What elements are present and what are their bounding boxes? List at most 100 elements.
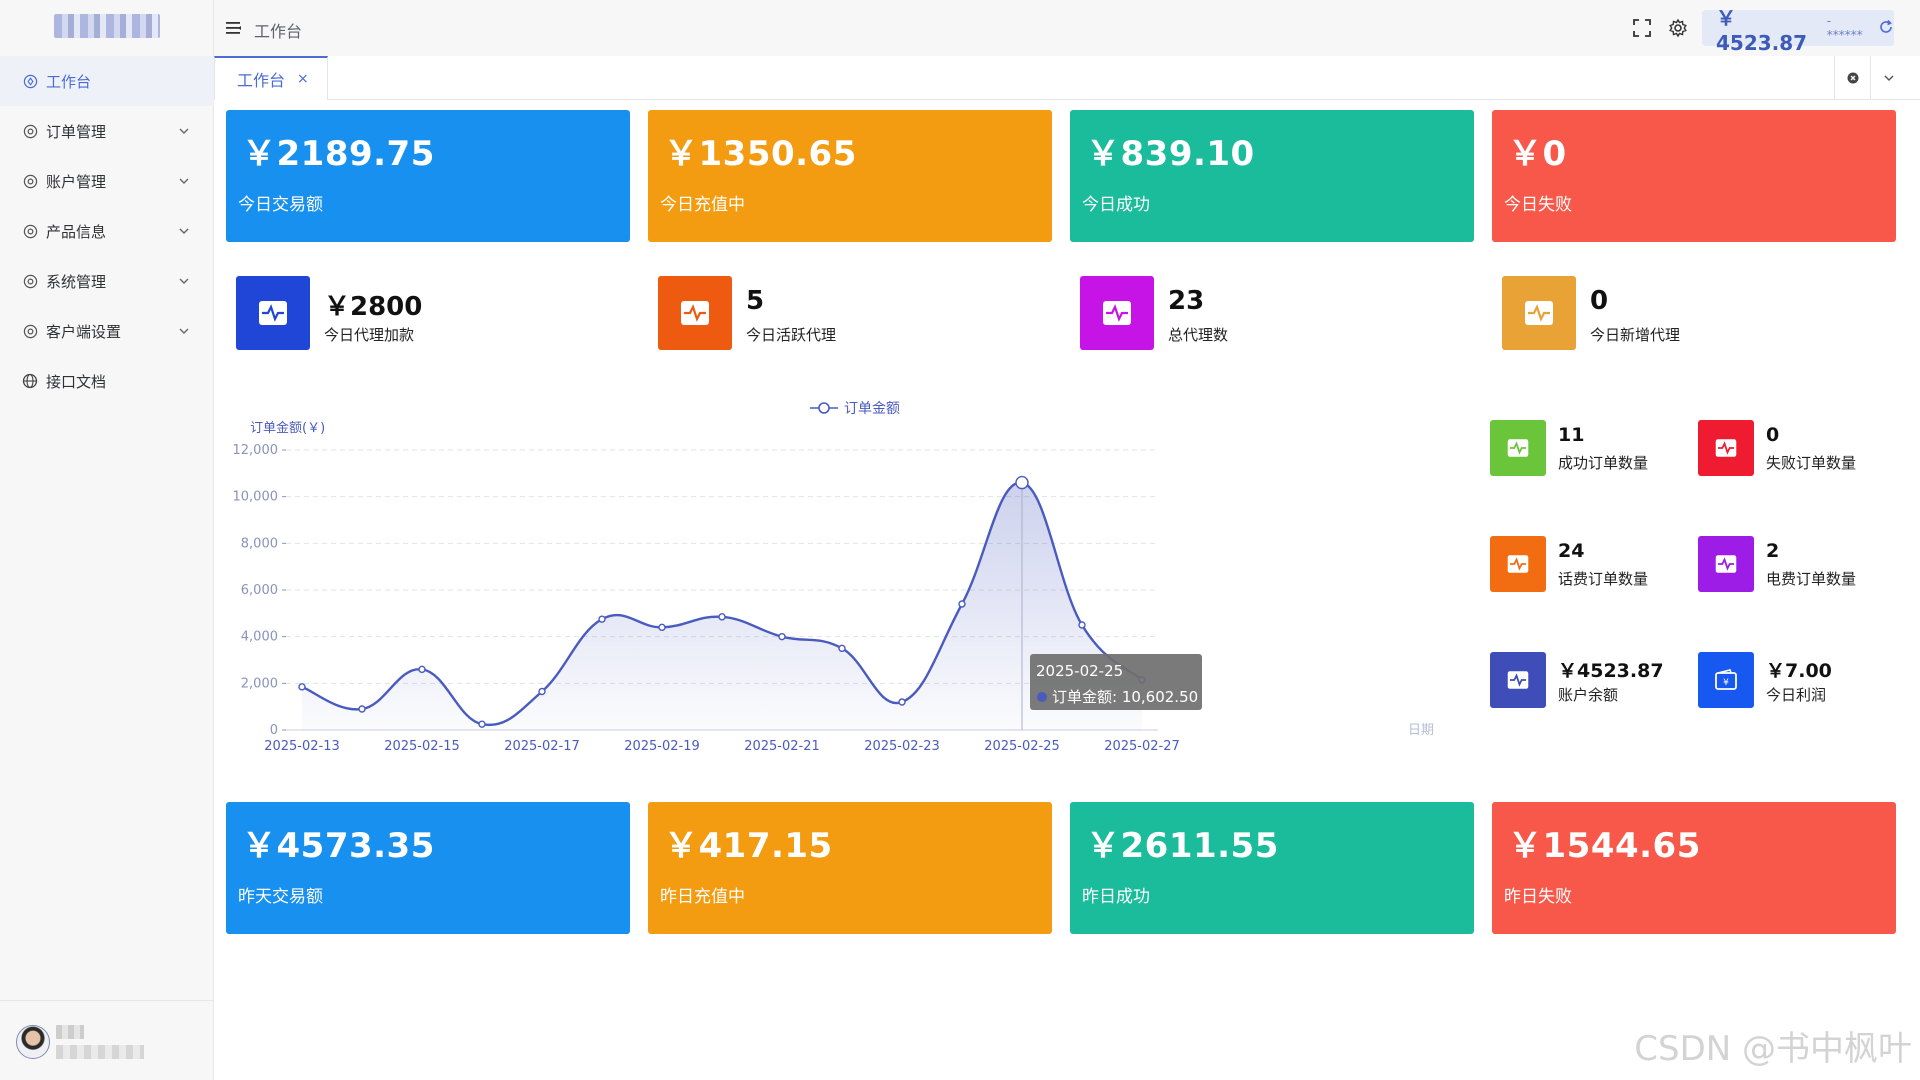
stat-value: 24 <box>1558 540 1585 562</box>
sidebar-item-client-settings[interactable]: 客户端设置 <box>0 306 214 356</box>
y-tick-label: 6,000 <box>241 583 278 598</box>
sidebar-item-accounts[interactable]: 账户管理 <box>0 156 214 206</box>
tooltip-date: 2025-02-25 <box>1036 662 1123 680</box>
refresh-icon[interactable] <box>1878 16 1894 40</box>
y-tick-label: 0 <box>270 723 278 738</box>
gear-circle-icon <box>22 323 38 339</box>
sidebar-item-label: 产品信息 <box>46 222 107 241</box>
x-tick-label: 2025-02-21 <box>744 739 820 754</box>
user-role-blurred <box>56 1045 144 1059</box>
balance-display[interactable]: ￥ 4523.87 - ****** <box>1702 6 1894 55</box>
x-tick-label: 2025-02-25 <box>984 739 1060 754</box>
wallet-icon: ¥ <box>1698 652 1754 708</box>
stat-today-profit: ¥ ￥7.00 今日利润 <box>1698 652 1898 708</box>
data-point <box>538 687 546 696</box>
sidebar-item-label: 客户端设置 <box>46 322 122 341</box>
card-today-success: ￥839.10 今日成功 <box>1070 110 1474 242</box>
settings-gear-icon[interactable] <box>1668 18 1688 42</box>
stat-label: 今日利润 <box>1766 686 1827 704</box>
close-icon[interactable]: × <box>297 71 309 87</box>
card-yesterday-failed: ￥1544.65 昨日失败 <box>1492 802 1896 934</box>
stat-value: 11 <box>1558 424 1585 446</box>
stat-account-balance: ￥4523.87 账户余额 <box>1490 652 1690 708</box>
menu-toggle-icon[interactable] <box>226 20 242 39</box>
card-yesterday-success: ￥2611.55 昨日成功 <box>1070 802 1474 934</box>
data-point <box>658 623 666 632</box>
x-tick-label: 2025-02-27 <box>1104 739 1180 754</box>
y-tick-label: 2,000 <box>241 676 278 691</box>
tab-dashboard[interactable]: 工作台 × <box>214 56 328 100</box>
tabs-dropdown-button[interactable] <box>1870 56 1906 100</box>
stat-value: ￥4523.87 <box>1558 660 1664 682</box>
x-tick-label: 2025-02-17 <box>504 739 580 754</box>
card-today-trade: ￥2189.75 今日交易额 <box>226 110 630 242</box>
card-amount: ￥4573.35 <box>242 826 435 866</box>
gear-circle-icon <box>22 273 38 289</box>
app-logo <box>54 14 160 38</box>
stat-phone-orders: 24 话费订单数量 <box>1490 536 1690 592</box>
stat-value: 23 <box>1168 286 1205 316</box>
card-amount: ￥1544.65 <box>1508 826 1701 866</box>
activity-icon <box>1490 536 1546 592</box>
y-axis-title: 订单金额(￥) <box>250 420 325 436</box>
x-tick-label: 2025-02-19 <box>624 739 700 754</box>
tooltip-series-dot <box>1037 692 1047 702</box>
stat-value: 2 <box>1766 540 1780 562</box>
card-label: 昨日充值中 <box>660 887 745 907</box>
sidebar-item-products[interactable]: 产品信息 <box>0 206 214 256</box>
card-amount: ￥1350.65 <box>664 134 857 174</box>
y-tick-label: 8,000 <box>241 536 278 551</box>
tooltip-value: 订单金额: 10,602.50 <box>1052 688 1198 706</box>
activity-icon <box>1490 652 1546 708</box>
stat-label: 账户余额 <box>1558 686 1619 704</box>
card-label: 昨日成功 <box>1082 887 1150 907</box>
sidebar-item-dashboard[interactable]: 工作台 <box>0 56 214 106</box>
data-point <box>898 698 906 706</box>
sidebar-item-label: 账户管理 <box>46 172 107 191</box>
stat-electric-orders: 2 电费订单数量 <box>1698 536 1898 592</box>
order-amount-chart[interactable]: 订单金额 订单金额(￥) 日期 0 2,000 4,000 6,000 8,000 10,… <box>214 388 1454 768</box>
stat-label: 成功订单数量 <box>1558 454 1649 472</box>
fullscreen-icon[interactable] <box>1632 18 1652 42</box>
stat-label: 今日代理加款 <box>324 326 415 344</box>
close-all-tabs-button[interactable] <box>1834 56 1870 100</box>
data-point <box>1078 621 1086 629</box>
stat-value: ￥7.00 <box>1766 660 1832 682</box>
sidebar-item-api-docs[interactable]: 接口文档 <box>0 356 214 406</box>
user-panel[interactable] <box>0 1000 214 1080</box>
stat-value: ￥2800 <box>324 292 423 322</box>
card-label: 今日失败 <box>1504 195 1572 215</box>
sidebar-menu: 工作台 订单管理 账户管理 产品信息 系统管理 <box>0 56 214 406</box>
activity-icon <box>1490 420 1546 476</box>
y-tick-label: 10,000 <box>233 490 279 505</box>
sidebar-item-label: 接口文档 <box>46 372 107 391</box>
card-amount: ￥2189.75 <box>242 134 435 174</box>
sidebar-item-orders[interactable]: 订单管理 <box>0 106 214 156</box>
y-tick-label: 12,000 <box>233 443 279 458</box>
sidebar-item-label: 系统管理 <box>46 272 107 291</box>
chevron-down-icon <box>178 223 190 241</box>
avatar[interactable] <box>16 1025 50 1059</box>
stat-value: 0 <box>1590 286 1609 316</box>
sidebar-item-label: 订单管理 <box>46 122 107 141</box>
card-label: 今日成功 <box>1082 195 1150 215</box>
chevron-down-icon <box>178 323 190 341</box>
sidebar-item-system[interactable]: 系统管理 <box>0 256 214 306</box>
svg-text:¥: ¥ <box>1723 678 1729 688</box>
card-amount: ￥839.10 <box>1086 134 1255 174</box>
chart-tooltip: 2025-02-25 订单金额: 10,602.50 <box>1030 654 1202 710</box>
username-blurred <box>56 1025 84 1039</box>
data-point <box>478 720 486 728</box>
data-point <box>1015 475 1029 490</box>
legend-marker <box>818 402 830 414</box>
watermark: CSDN @书中枫叶 <box>1634 1029 1912 1069</box>
card-amount: ￥417.15 <box>664 826 833 866</box>
stat-success-orders: 11 成功订单数量 <box>1490 420 1690 476</box>
activity-icon <box>658 276 732 350</box>
chevron-down-icon <box>178 173 190 191</box>
stat-value: 5 <box>746 286 765 316</box>
activity-icon <box>1502 276 1576 350</box>
stat-label: 总代理数 <box>1168 326 1229 344</box>
chart-legend[interactable]: 订单金额 <box>810 401 900 417</box>
chart-canvas[interactable]: 订单金额 订单金额(￥) 日期 0 2,000 4,000 6,000 8,000 10,… <box>214 388 1454 768</box>
